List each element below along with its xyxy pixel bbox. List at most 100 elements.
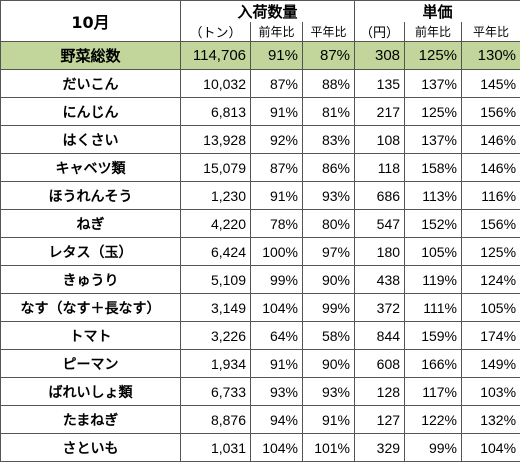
item-price: 108	[354, 125, 406, 154]
table-row: さといも 1,031 104% 101% 329 99% 104%	[0, 433, 520, 462]
item-qty-prev: 78%	[250, 209, 303, 238]
item-qty-avg: 81%	[301, 97, 356, 126]
qty-avg-year-header: 平年比	[301, 22, 356, 42]
item-qty-prev: 93%	[250, 377, 303, 406]
item-price-prev: 122%	[404, 405, 463, 434]
item-name: なす（なす＋長なす）	[0, 293, 181, 322]
item-qty-prev: 104%	[250, 293, 303, 322]
item-name: にんじん	[0, 97, 181, 126]
item-price-avg: 125%	[461, 237, 520, 266]
table-row: レタス（玉） 6,424 100% 97% 180 105% 125%	[0, 237, 520, 266]
item-qty-prev: 91%	[250, 97, 303, 126]
item-name: キャベツ類	[0, 153, 181, 182]
item-qty-prev: 94%	[250, 405, 303, 434]
price-avg-year-header: 平年比	[461, 22, 520, 42]
item-qty-avg: 80%	[301, 209, 356, 238]
item-qty-avg: 97%	[301, 237, 356, 266]
item-price-prev: 159%	[404, 321, 463, 350]
item-price: 438	[354, 265, 406, 294]
item-qty: 6,733	[180, 377, 251, 406]
price-prev-year-header: 前年比	[404, 22, 463, 42]
item-name: たまねぎ	[0, 405, 181, 434]
item-name: ばれいしょ類	[0, 377, 181, 406]
table-row: ほうれんそう 1,230 91% 93% 686 113% 116%	[0, 181, 520, 210]
item-price: 329	[354, 433, 406, 462]
arrivals-header: 入荷数量	[179, 0, 356, 22]
item-price-prev: 158%	[404, 153, 463, 182]
item-qty-avg: 99%	[301, 293, 356, 322]
item-price-avg: 156%	[461, 97, 520, 126]
unit-ton-header: （トン）	[180, 22, 251, 42]
table-row: たまねぎ 8,876 94% 91% 127 122% 132%	[0, 405, 520, 434]
item-qty: 10,032	[180, 69, 251, 98]
item-qty: 4,220	[180, 209, 251, 238]
total-qty-prev: 91%	[250, 41, 303, 70]
item-price-avg: 149%	[461, 349, 520, 378]
item-qty: 3,149	[180, 293, 251, 322]
item-price-avg: 145%	[461, 69, 520, 98]
item-qty-prev: 64%	[250, 321, 303, 350]
item-price: 547	[354, 209, 406, 238]
item-qty-prev: 87%	[250, 69, 303, 98]
item-price-avg: 124%	[461, 265, 520, 294]
item-price-avg: 116%	[461, 181, 520, 210]
item-price: 180	[354, 237, 406, 266]
table-row: なす（なす＋長なす） 3,149 104% 99% 372 111% 105%	[0, 293, 520, 322]
item-price-avg: 104%	[461, 433, 520, 462]
table-row: はくさい 13,928 92% 83% 108 137% 146%	[0, 125, 520, 154]
item-qty-prev: 92%	[250, 125, 303, 154]
item-price-prev: 152%	[404, 209, 463, 238]
item-price-avg: 146%	[461, 153, 520, 182]
item-price-avg: 105%	[461, 293, 520, 322]
item-name: トマト	[0, 321, 181, 350]
item-price: 127	[354, 405, 406, 434]
item-qty-prev: 91%	[250, 181, 303, 210]
item-price-avg: 103%	[461, 377, 520, 406]
item-qty: 8,876	[180, 405, 251, 434]
table-row: ばれいしょ類 6,733 93% 93% 128 117% 103%	[0, 377, 520, 406]
qty-prev-year-header: 前年比	[250, 22, 303, 42]
item-qty: 3,226	[180, 321, 251, 350]
item-price: 217	[354, 97, 406, 126]
item-qty-prev: 100%	[250, 237, 303, 266]
total-qty: 114,706	[180, 41, 251, 70]
item-qty-prev: 99%	[250, 265, 303, 294]
item-price-prev: 166%	[404, 349, 463, 378]
table-row: にんじん 6,813 91% 81% 217 125% 156%	[0, 97, 520, 126]
price-header: 単価	[354, 0, 520, 22]
total-row: 野菜総数 114,706 91% 87% 308 125% 130%	[0, 41, 520, 70]
item-qty-avg: 101%	[301, 433, 356, 462]
item-name: はくさい	[0, 125, 181, 154]
item-name: さといも	[0, 433, 181, 462]
item-qty-avg: 93%	[301, 181, 356, 210]
item-price: 118	[354, 153, 406, 182]
item-name: だいこん	[0, 69, 181, 98]
item-price: 128	[354, 377, 406, 406]
item-price-avg: 132%	[461, 405, 520, 434]
month-header: 10月	[0, 0, 181, 42]
item-name: ピーマン	[0, 349, 181, 378]
item-qty-avg: 90%	[301, 265, 356, 294]
vegetable-market-table: 10月 入荷数量 単価 （トン） 前年比 平年比 （円） 前年比 平年比 野菜総…	[0, 0, 520, 462]
item-price-prev: 137%	[404, 125, 463, 154]
item-qty-avg: 58%	[301, 321, 356, 350]
total-price: 308	[354, 41, 406, 70]
table-row: ピーマン 1,934 91% 90% 608 166% 149%	[0, 349, 520, 378]
item-name: きゅうり	[0, 265, 181, 294]
total-name: 野菜総数	[0, 41, 181, 70]
table-row: だいこん 10,032 87% 88% 135 137% 145%	[0, 69, 520, 98]
item-price-prev: 119%	[404, 265, 463, 294]
table-row: きゅうり 5,109 99% 90% 438 119% 124%	[0, 265, 520, 294]
item-qty: 6,424	[180, 237, 251, 266]
item-qty: 1,230	[180, 181, 251, 210]
item-price-prev: 137%	[404, 69, 463, 98]
item-qty: 1,934	[180, 349, 251, 378]
header-row-1: 10月 入荷数量 単価	[0, 0, 520, 42]
item-qty-avg: 88%	[301, 69, 356, 98]
item-price-avg: 146%	[461, 125, 520, 154]
item-qty-prev: 87%	[250, 153, 303, 182]
item-price-prev: 99%	[404, 433, 463, 462]
table-row: キャベツ類 15,079 87% 86% 118 158% 146%	[0, 153, 520, 182]
item-qty-avg: 86%	[301, 153, 356, 182]
item-qty-avg: 83%	[301, 125, 356, 154]
